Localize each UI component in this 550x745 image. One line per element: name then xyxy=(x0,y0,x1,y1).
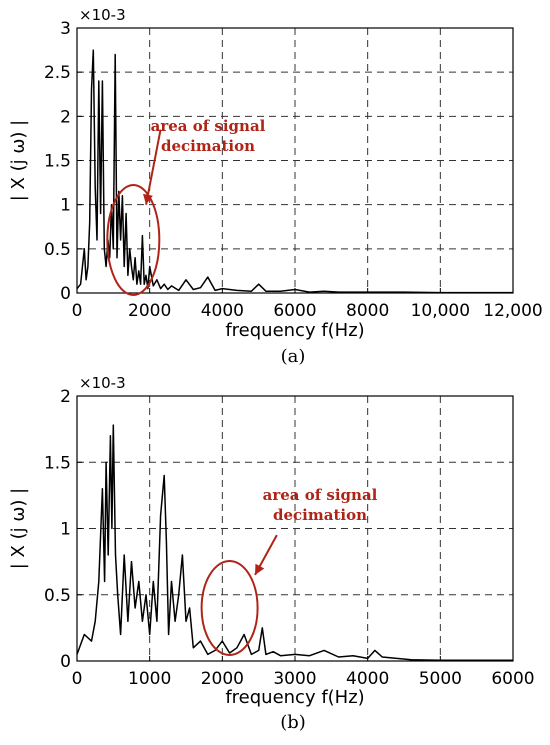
annotation-arrowhead xyxy=(255,563,265,575)
annotation-arrow-line xyxy=(145,129,162,205)
chart-panel-b: 0 1000 2000 3000 4000 5000 6000 0 0.5 1 1.5 2 ×10-3 f… xyxy=(8,374,535,733)
x-tick-label: 5000 xyxy=(419,669,462,689)
x-tick-label: 0 xyxy=(72,669,83,689)
chart-panel-a: 0 2000 4000 6000 8000 10,000 12,000 0 0.5 1 1.5 2 2.… xyxy=(8,6,543,367)
y-multiplier-label: ×10-3 xyxy=(79,6,126,24)
x-tick-label: 2000 xyxy=(201,669,244,689)
x-tick-label: 12,000 xyxy=(483,301,542,321)
y-axis-label: | X (j ω) | xyxy=(8,120,29,201)
y-tick-label: 2.5 xyxy=(44,63,71,83)
y-tick-label: 0.5 xyxy=(44,586,71,606)
x-tick-label: 3000 xyxy=(273,669,316,689)
x-axis-label: frequency f(Hz) xyxy=(225,320,364,341)
x-tick-label: 10,000 xyxy=(411,301,470,321)
panel-caption: (b) xyxy=(280,712,306,733)
annotation-text-line2: decimation xyxy=(161,137,255,155)
x-tick-label: 4000 xyxy=(201,301,244,321)
y-tick-label: 2 xyxy=(60,387,71,407)
annotation-text-line2: decimation xyxy=(273,506,367,524)
y-tick-label: 1.5 xyxy=(44,152,71,172)
y-tick-label: 2 xyxy=(60,107,71,127)
y-tick-label: 0 xyxy=(60,652,71,672)
y-multiplier-label: ×10-3 xyxy=(79,374,126,392)
annotation-arrowhead xyxy=(143,193,153,205)
x-tick-label: 8000 xyxy=(346,301,389,321)
x-tick-label: 4000 xyxy=(346,669,389,689)
x-axis-label: frequency f(Hz) xyxy=(225,687,364,708)
annotation-text-line1: area of signal xyxy=(263,486,378,504)
y-tick-label: 3 xyxy=(60,19,71,39)
y-tick-label: 1 xyxy=(60,520,71,540)
y-tick-label: 1.5 xyxy=(44,453,71,473)
x-tick-label: 1000 xyxy=(128,669,171,689)
x-tick-label: 2000 xyxy=(128,301,171,321)
y-tick-label: 1 xyxy=(60,196,71,216)
x-tick-label: 6000 xyxy=(491,669,534,689)
spectrum-series-line xyxy=(76,424,513,662)
x-tick-label: 0 xyxy=(72,301,83,321)
y-axis-label: | X (j ω) | xyxy=(8,488,29,569)
decimation-ellipse xyxy=(106,184,161,296)
x-tick-label: 6000 xyxy=(273,301,316,321)
annotation-text-line1: area of signal xyxy=(151,117,266,135)
spectrum-series-line xyxy=(76,49,513,294)
y-tick-label: 0 xyxy=(60,284,71,304)
decimation-ellipse xyxy=(200,560,259,656)
y-tick-label: 0.5 xyxy=(44,240,71,260)
panel-caption: (a) xyxy=(281,346,306,367)
